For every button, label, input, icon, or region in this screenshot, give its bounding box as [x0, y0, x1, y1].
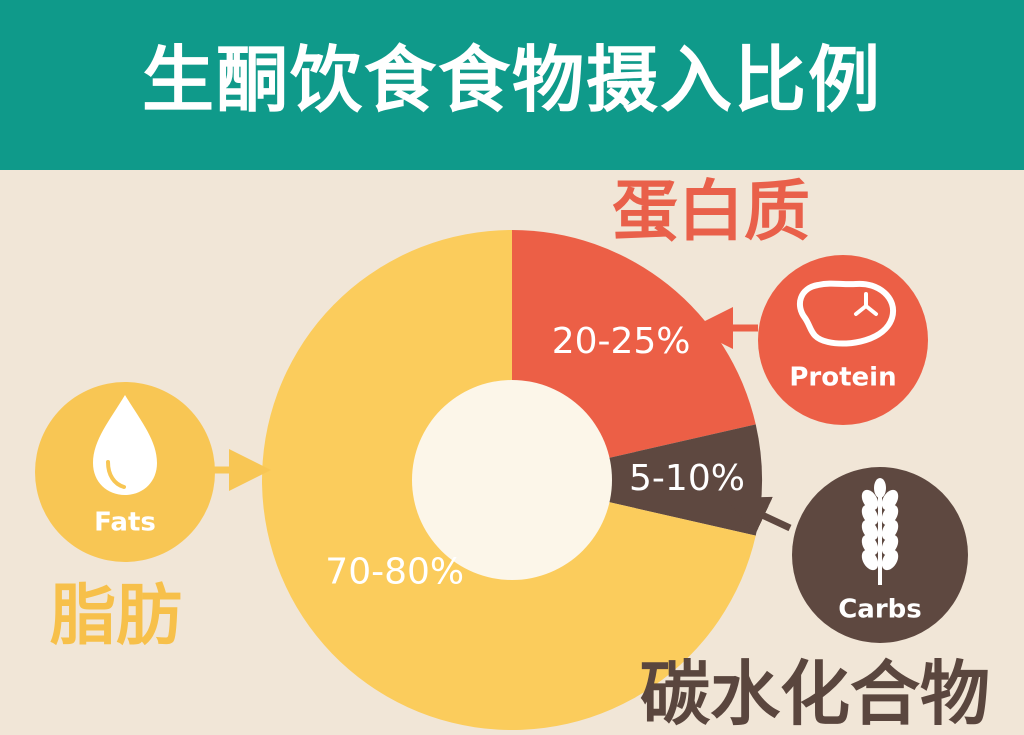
carbs-slice — [512, 424, 763, 536]
chart-title: 生酮饮食食物摄入比例 — [141, 38, 882, 122]
carbs-icon-badge-label: Carbs — [838, 595, 922, 625]
fats-icon-badge: Fats — [35, 382, 215, 562]
donut-center — [412, 380, 612, 580]
fat-label: 脂肪 — [50, 577, 182, 654]
header-bar: 生酮饮食食物摄入比例 — [0, 0, 1024, 170]
carbs-arrow — [725, 496, 792, 535]
protein-icon-badge-circle — [758, 255, 928, 425]
drop-highlight-icon — [106, 460, 126, 489]
protein-label: 蛋白质 — [612, 173, 810, 250]
carbs-value-label: 5-10% — [629, 458, 745, 499]
fats-icon-badge-label: Fats — [94, 508, 156, 538]
carbs-label: 碳水化合物 — [640, 653, 990, 735]
protein-value-label: 20-25% — [552, 321, 691, 362]
wheat-icon — [861, 478, 899, 585]
fat-value-label: 70-80% — [325, 552, 464, 593]
steak-icon — [796, 280, 897, 347]
protein-icon-badge-label: Protein — [789, 363, 896, 393]
protein-icon-badge: Protein — [758, 255, 928, 425]
bone-icon — [854, 292, 878, 316]
carbs-icon-badge: Carbs — [792, 467, 968, 643]
